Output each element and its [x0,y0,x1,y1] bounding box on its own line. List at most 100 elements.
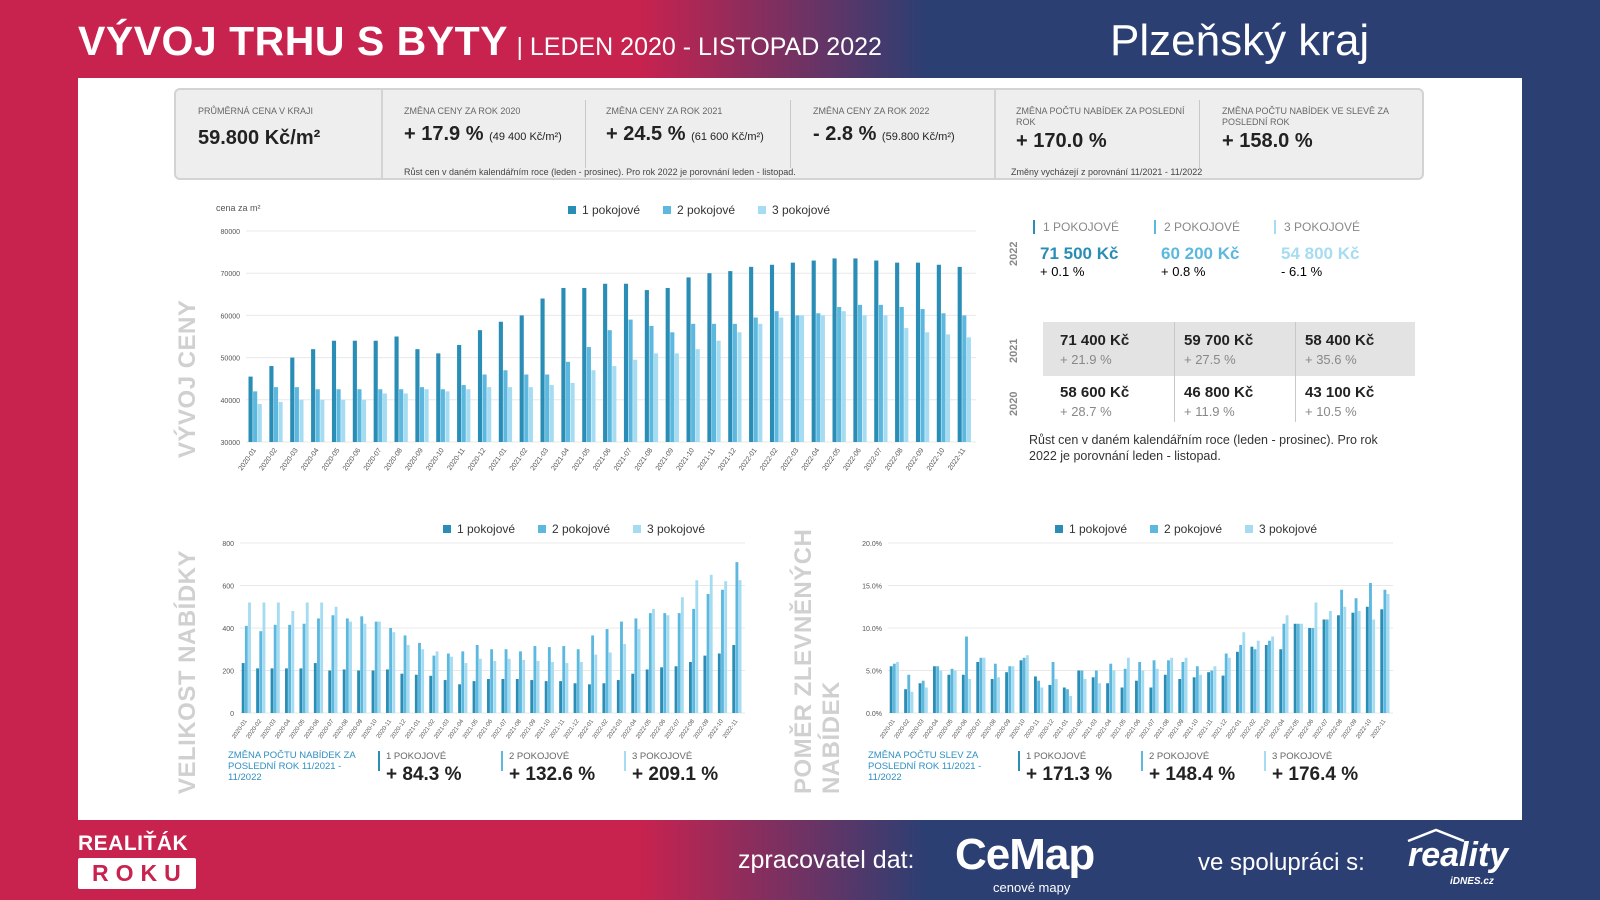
bar [371,670,375,713]
bar [305,602,309,713]
kpi-label: ZMĚNA CENY ZA ROK 2020 [404,106,521,116]
bar [414,674,418,713]
bar [910,691,914,713]
bar [976,662,980,713]
stat-2021-3room: 58 400 Kč + 35.6 % [1305,332,1374,367]
bar [1372,619,1376,713]
stat-head: 2 POKOJOVÉ [1164,220,1241,234]
bar [278,401,283,442]
bar [317,618,320,713]
bar [628,319,633,442]
x-tick-label: 2022-01 [738,447,759,472]
bar [536,660,540,713]
bar [677,613,681,713]
cemap-logo-subtext: cenové mapy [993,880,1071,895]
bar [594,654,598,713]
bar [573,683,577,713]
bar [1037,680,1041,713]
kpi-label: ZMĚNA POČTU NABÍDEK ZA POSLEDNÍ ROK [1016,106,1185,127]
bar [648,613,652,713]
kpi-value: - 2.8 % (59.800 Kč/m²) [813,123,955,145]
bar [1207,672,1211,713]
kpi-label: ZMĚNA CENY ZA ROK 2021 [606,106,723,116]
bar [907,674,911,713]
year-label-2022: 2022 [1008,241,1020,266]
bar [1221,675,1225,713]
bar [692,608,696,713]
x-tick-label: 2021-09 [655,447,676,472]
x-tick-label: 2020-12 [467,447,488,472]
bar [530,680,534,713]
bar [1066,689,1069,713]
legend-bar-1room [1018,751,1020,771]
kpi-bar: PRŮMĚRNÁ CENA V KRAJI 59.800 Kč/m² ZMĚNA… [174,88,1424,180]
legend-bar-3room [624,751,626,771]
legend-bar-2room [501,751,503,771]
bar [753,317,758,442]
footer-label: 3 POKOJOVÉ [632,751,693,762]
bar [507,387,513,442]
bar [1011,666,1015,713]
bar [291,611,295,713]
bar [706,594,710,713]
bar [997,677,1000,713]
bar [758,323,763,442]
legend-swatch [633,525,641,533]
bar [1112,670,1116,713]
legend-swatch [1245,525,1253,533]
x-tick-label: 2021-06 [592,447,613,472]
bar [1351,612,1355,713]
x-tick-label: 2021-08 [634,447,655,472]
bar [620,621,623,713]
stat-price: 58 400 Kč [1305,332,1375,349]
x-tick-label: 2020-07 [363,447,384,472]
bar [357,670,361,713]
kpi-label: ZMĚNA CENY ZA ROK 2022 [813,106,930,116]
bar [1380,609,1384,713]
bar [313,663,317,713]
bar [1022,657,1026,713]
bar [1008,666,1012,713]
legend-swatch [758,206,766,214]
legend-bar-1room [378,751,380,771]
bar [689,662,692,713]
bar [841,311,846,442]
bar [1239,645,1243,713]
bar [1163,674,1167,713]
bar [1149,687,1153,713]
bar [591,370,596,442]
bar [262,602,266,713]
bar [544,681,548,713]
bar [299,399,304,442]
legend-label: 3 pokojové [647,522,705,536]
stat-change: + 11.9 % [1184,404,1235,419]
stat-price: 59 700 Kč [1184,332,1254,349]
legend-label: 2 pokojové [552,522,610,536]
bar [1293,623,1297,713]
bar [924,687,928,713]
bar [674,353,679,442]
bar [612,366,617,442]
bar [965,636,968,713]
bar [331,340,337,442]
x-tick-label: 2021-05 [571,447,592,472]
bar [936,666,940,713]
discount-chart: 1 pokojové 2 pokojové 3 pokojové 0.0% 5.0% 10… [862,522,1393,740]
bar [1034,676,1037,713]
bar [892,663,896,713]
supply-footer-2room: 2 POKOJOVÉ + 132.6 % [509,751,595,786]
x-tick-label: 2021-12 [717,447,738,472]
bar [400,673,404,713]
divider [790,100,791,168]
stat-2022-2room-values: 60 200 Kč + 0.8 % [1161,244,1239,279]
y-tick-label: 40000 [221,398,241,405]
bar [253,391,258,442]
bar [820,315,825,442]
bar [695,580,699,713]
bar [686,277,691,442]
logo-text-top: REALIŤÁK [78,832,189,855]
stat-price: 43 100 Kč [1305,384,1375,401]
bar [519,315,524,442]
bar [561,287,566,442]
bar [663,613,667,713]
